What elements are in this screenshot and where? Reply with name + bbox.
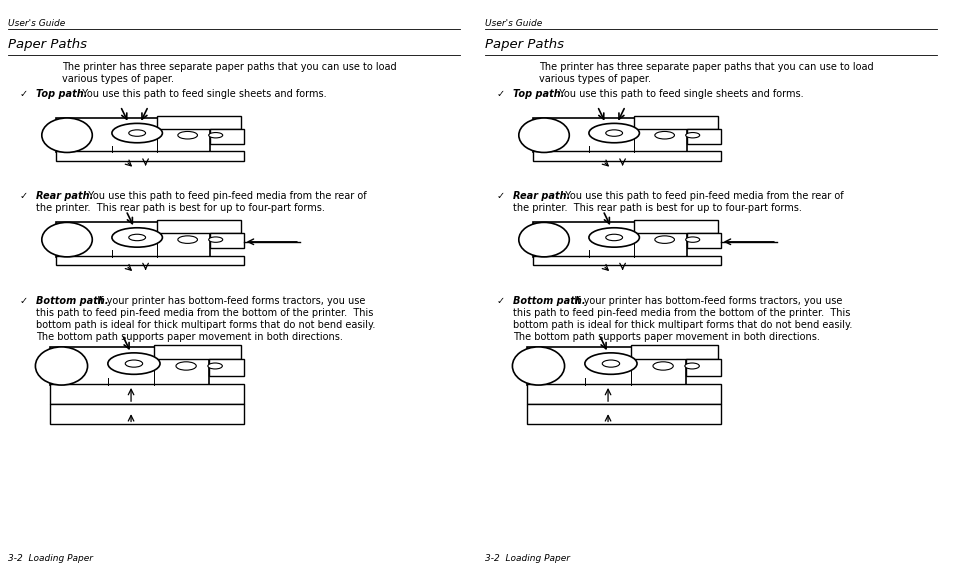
Text: User's Guide: User's Guide — [484, 19, 541, 28]
Circle shape — [584, 353, 637, 374]
FancyBboxPatch shape — [526, 384, 720, 404]
Circle shape — [684, 363, 699, 369]
FancyBboxPatch shape — [210, 129, 243, 144]
FancyBboxPatch shape — [631, 345, 718, 359]
Ellipse shape — [42, 118, 92, 153]
FancyBboxPatch shape — [50, 404, 244, 425]
Text: Paper Paths: Paper Paths — [484, 38, 563, 50]
Text: Bottom path.: Bottom path. — [36, 296, 109, 306]
Ellipse shape — [518, 222, 569, 257]
Circle shape — [652, 362, 673, 370]
Text: this path to feed pin-feed media from the bottom of the printer.  This: this path to feed pin-feed media from th… — [36, 308, 374, 318]
Text: If your printer has bottom-feed forms tractors, you use: If your printer has bottom-feed forms tr… — [567, 296, 841, 306]
Text: the printer.  This rear path is best for up to four-part forms.: the printer. This rear path is best for … — [513, 203, 801, 213]
Text: The bottom path supports paper movement in both directions.: The bottom path supports paper movement … — [36, 332, 343, 342]
Text: You use this path to feed single sheets and forms.: You use this path to feed single sheets … — [76, 89, 327, 99]
Circle shape — [588, 228, 639, 247]
Text: The printer has three separate paper paths that you can use to load: The printer has three separate paper pat… — [62, 62, 396, 72]
FancyBboxPatch shape — [533, 222, 686, 257]
Text: ✓: ✓ — [496, 296, 504, 306]
Circle shape — [108, 353, 160, 374]
FancyBboxPatch shape — [526, 404, 720, 425]
Circle shape — [588, 124, 639, 143]
Text: 3-2  Loading Paper: 3-2 Loading Paper — [8, 553, 92, 563]
FancyBboxPatch shape — [686, 233, 720, 248]
Text: 3-2  Loading Paper: 3-2 Loading Paper — [484, 553, 569, 563]
FancyBboxPatch shape — [686, 129, 720, 144]
Text: ✓: ✓ — [19, 296, 28, 306]
Text: Rear path.: Rear path. — [513, 191, 570, 201]
Text: Top path.: Top path. — [513, 89, 564, 99]
FancyBboxPatch shape — [526, 347, 685, 385]
Text: this path to feed pin-feed media from the bottom of the printer.  This: this path to feed pin-feed media from th… — [513, 308, 850, 318]
Text: Bottom path.: Bottom path. — [513, 296, 585, 306]
Text: ✓: ✓ — [496, 191, 504, 201]
Ellipse shape — [518, 118, 569, 153]
Circle shape — [175, 362, 196, 370]
Circle shape — [605, 234, 622, 241]
FancyBboxPatch shape — [156, 116, 241, 129]
FancyBboxPatch shape — [50, 384, 244, 404]
Text: ✓: ✓ — [496, 89, 504, 99]
Text: Paper Paths: Paper Paths — [8, 38, 87, 50]
FancyBboxPatch shape — [685, 359, 720, 375]
Text: The bottom path supports paper movement in both directions.: The bottom path supports paper movement … — [513, 332, 820, 342]
Circle shape — [685, 133, 699, 138]
Circle shape — [177, 132, 197, 139]
Circle shape — [129, 130, 146, 136]
Text: bottom path is ideal for thick multipart forms that do not bend easily.: bottom path is ideal for thick multipart… — [36, 320, 375, 330]
Circle shape — [685, 237, 699, 242]
Text: Rear path.: Rear path. — [36, 191, 93, 201]
FancyBboxPatch shape — [533, 256, 720, 266]
Text: The printer has three separate paper paths that you can use to load: The printer has three separate paper pat… — [538, 62, 873, 72]
Text: If your printer has bottom-feed forms tractors, you use: If your printer has bottom-feed forms tr… — [91, 296, 365, 306]
FancyBboxPatch shape — [50, 347, 209, 385]
Circle shape — [112, 228, 162, 247]
FancyBboxPatch shape — [533, 118, 686, 153]
Text: ✓: ✓ — [19, 191, 28, 201]
FancyBboxPatch shape — [56, 151, 243, 161]
Circle shape — [605, 130, 622, 136]
Circle shape — [209, 237, 222, 242]
FancyBboxPatch shape — [633, 220, 718, 233]
FancyBboxPatch shape — [156, 220, 241, 233]
Text: bottom path is ideal for thick multipart forms that do not bend easily.: bottom path is ideal for thick multipart… — [513, 320, 852, 330]
Circle shape — [129, 234, 146, 241]
Text: the printer.  This rear path is best for up to four-part forms.: the printer. This rear path is best for … — [36, 203, 325, 213]
FancyBboxPatch shape — [56, 222, 210, 257]
Text: various types of paper.: various types of paper. — [62, 74, 173, 84]
Text: Top path.: Top path. — [36, 89, 88, 99]
Circle shape — [112, 124, 162, 143]
Circle shape — [125, 360, 143, 367]
Text: You use this path to feed pin-feed media from the rear of: You use this path to feed pin-feed media… — [558, 191, 842, 201]
Text: You use this path to feed pin-feed media from the rear of: You use this path to feed pin-feed media… — [82, 191, 366, 201]
Ellipse shape — [512, 347, 564, 385]
Text: ✓: ✓ — [19, 89, 28, 99]
FancyBboxPatch shape — [533, 151, 720, 161]
Text: various types of paper.: various types of paper. — [538, 74, 650, 84]
Circle shape — [209, 133, 222, 138]
FancyBboxPatch shape — [209, 359, 244, 375]
FancyBboxPatch shape — [154, 345, 241, 359]
Circle shape — [208, 363, 222, 369]
Text: User's Guide: User's Guide — [8, 19, 65, 28]
FancyBboxPatch shape — [210, 233, 243, 248]
Circle shape — [654, 132, 674, 139]
Ellipse shape — [35, 347, 88, 385]
FancyBboxPatch shape — [56, 256, 243, 266]
Ellipse shape — [42, 222, 92, 257]
Circle shape — [654, 236, 674, 244]
Text: You use this path to feed single sheets and forms.: You use this path to feed single sheets … — [553, 89, 803, 99]
FancyBboxPatch shape — [56, 118, 210, 153]
Circle shape — [601, 360, 619, 367]
FancyBboxPatch shape — [633, 116, 718, 129]
Circle shape — [177, 236, 197, 244]
